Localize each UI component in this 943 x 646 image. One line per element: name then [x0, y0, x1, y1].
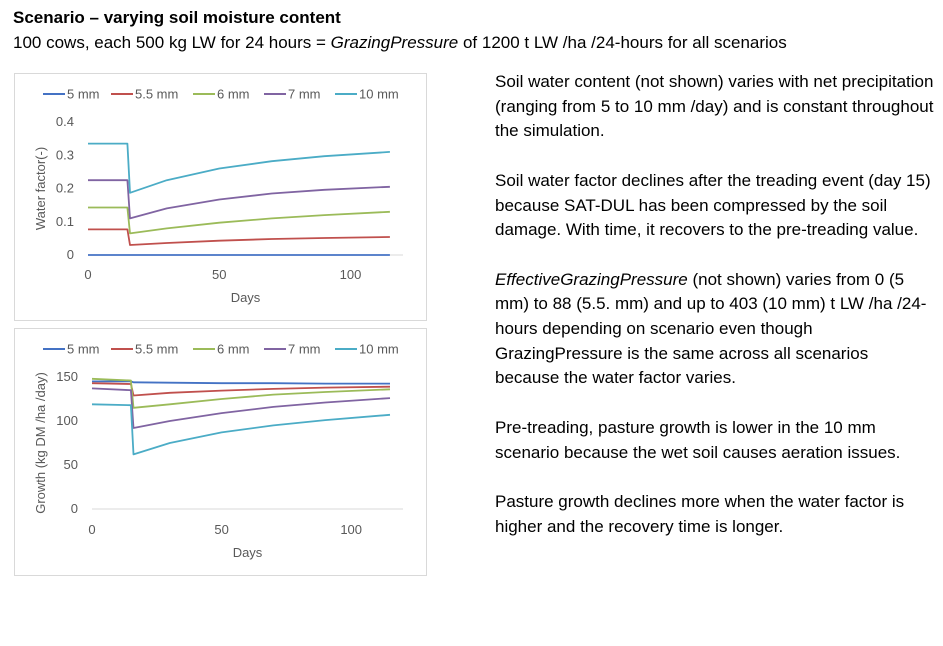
- series-line-10-mm: [91, 403, 391, 456]
- x-axis-title: Days: [231, 290, 261, 305]
- subtitle-prefix: 100 cows, each 500 kg LW for 24 hours =: [13, 33, 331, 52]
- legend-label: 6 mm: [217, 87, 250, 102]
- y-tick-label: 50: [64, 457, 78, 472]
- series-line-5-mm: [92, 380, 390, 385]
- x-tick-label: 100: [340, 267, 362, 282]
- y-tick-label: 0.3: [56, 147, 74, 162]
- legend-label: 10 mm: [359, 87, 399, 102]
- legend-label: 7 mm: [288, 87, 321, 102]
- water-factor-chart-svg: 0 0.1 0.2 0.3 0.4 0 50 100 Days Water factor(-) 5 …: [33, 87, 403, 305]
- note-soil-water-factor: Soil water factor declines after the tre…: [495, 170, 931, 240]
- y-axis-title: Water factor(-): [33, 147, 48, 230]
- water-factor-chart: 0 0.1 0.2 0.3 0.4 0 50 100 Days Water factor(-) 5 …: [14, 73, 427, 321]
- legend-label: 6 mm: [217, 342, 250, 357]
- legend-label: 5.5 mm: [135, 342, 178, 357]
- legend-label: 10 mm: [359, 342, 399, 357]
- y-tick-label: 150: [56, 369, 78, 384]
- subtitle-grazing-pressure: GrazingPressure: [330, 33, 459, 52]
- x-tick-label: 0: [88, 522, 95, 537]
- series-line-7-mm: [91, 387, 391, 429]
- x-tick-label: 50: [214, 522, 228, 537]
- page-subtitle: 100 cows, each 500 kg LW for 24 hours = …: [13, 33, 787, 53]
- note-egp-text: (not shown) varies from 0 (5 mm) to 88 (…: [495, 269, 927, 388]
- y-tick-label: 100: [56, 413, 78, 428]
- note-growth-decline: Pasture growth declines more when the wa…: [495, 491, 905, 536]
- legend-label: 5.5 mm: [135, 87, 178, 102]
- series-line-7-mm: [88, 179, 390, 220]
- notes-panel: Soil water content (not shown) varies wi…: [495, 70, 935, 564]
- legend-label: 5 mm: [67, 87, 100, 102]
- subtitle-suffix: of 1200 t LW /ha /24-hours for all scena…: [458, 33, 787, 52]
- x-axis-title: Days: [233, 545, 263, 560]
- growth-chart-svg: 0 50 100 150 0 50 100 Days Growth (kg DM /ha /da…: [33, 342, 403, 560]
- series-line-5-5-mm: [91, 382, 391, 397]
- page-title: Scenario – varying soil moisture content: [13, 8, 341, 27]
- y-tick-label: 0.2: [56, 181, 74, 196]
- note-pre-treading: Pre-treading, pasture growth is lower in…: [495, 417, 901, 462]
- growth-chart: 0 50 100 150 0 50 100 Days Growth (kg DM /ha /da…: [14, 328, 427, 576]
- legend-label: 7 mm: [288, 342, 321, 357]
- note-effective-grazing-pressure: EffectiveGrazingPressure (not shown) var…: [495, 268, 935, 392]
- y-tick-label: 0: [67, 247, 74, 262]
- note-egp-term: EffectiveGrazingPressure: [495, 269, 688, 289]
- series-line-10-mm: [88, 142, 390, 194]
- note-soil-water-content: Soil water content (not shown) varies wi…: [495, 72, 934, 141]
- legend-label: 5 mm: [67, 342, 100, 357]
- x-tick-label: 100: [340, 522, 362, 537]
- y-tick-label: 0.4: [56, 114, 74, 129]
- series-line-5-5-mm: [88, 228, 390, 246]
- series-line-6-mm: [91, 377, 391, 409]
- y-tick-label: 0: [71, 501, 78, 516]
- x-tick-label: 50: [212, 267, 226, 282]
- x-tick-label: 0: [84, 267, 91, 282]
- y-tick-label: 0.1: [56, 214, 74, 229]
- y-axis-title: Growth (kg DM /ha /day): [33, 372, 48, 514]
- series-line-6-mm: [88, 206, 390, 235]
